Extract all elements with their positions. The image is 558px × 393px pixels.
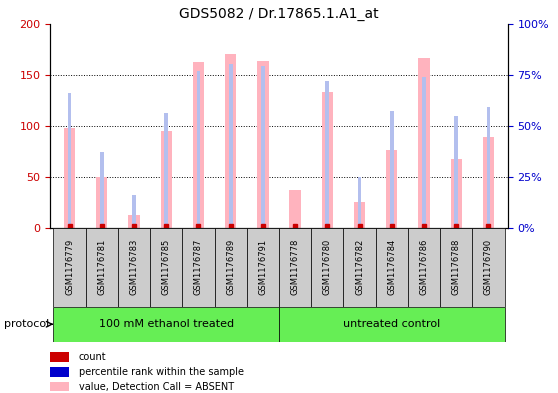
Bar xyxy=(161,131,172,228)
Bar xyxy=(290,190,301,228)
FancyBboxPatch shape xyxy=(376,228,408,307)
Bar xyxy=(418,58,430,228)
FancyBboxPatch shape xyxy=(472,228,504,307)
Bar xyxy=(325,81,329,228)
Bar xyxy=(100,152,104,228)
Bar xyxy=(225,54,236,228)
FancyBboxPatch shape xyxy=(150,228,182,307)
Text: 100 mM ethanol treated: 100 mM ethanol treated xyxy=(99,319,234,329)
Bar xyxy=(50,382,69,391)
FancyBboxPatch shape xyxy=(343,228,376,307)
FancyBboxPatch shape xyxy=(54,307,279,342)
Text: GSM1176789: GSM1176789 xyxy=(226,239,235,296)
Bar xyxy=(196,71,200,228)
Bar xyxy=(454,116,458,228)
Bar xyxy=(322,92,333,228)
Bar xyxy=(193,62,204,228)
FancyBboxPatch shape xyxy=(86,228,118,307)
FancyBboxPatch shape xyxy=(408,228,440,307)
Bar xyxy=(229,64,233,228)
Text: value, Detection Call = ABSENT: value, Detection Call = ABSENT xyxy=(79,382,234,391)
Bar xyxy=(64,128,75,228)
Bar xyxy=(358,177,362,228)
FancyBboxPatch shape xyxy=(311,228,343,307)
FancyBboxPatch shape xyxy=(182,228,215,307)
Text: GSM1176783: GSM1176783 xyxy=(129,239,138,296)
FancyBboxPatch shape xyxy=(279,307,504,342)
Text: GSM1176787: GSM1176787 xyxy=(194,239,203,296)
Bar xyxy=(386,150,397,228)
Text: GSM1176781: GSM1176781 xyxy=(97,239,106,296)
Bar xyxy=(354,202,365,228)
FancyBboxPatch shape xyxy=(440,228,472,307)
Text: GSM1176790: GSM1176790 xyxy=(484,239,493,295)
Text: GSM1176779: GSM1176779 xyxy=(65,239,74,296)
Bar xyxy=(422,77,426,228)
Text: untreated control: untreated control xyxy=(343,319,440,329)
Bar xyxy=(68,93,71,228)
Text: GSM1176786: GSM1176786 xyxy=(420,239,429,296)
FancyBboxPatch shape xyxy=(247,228,279,307)
Text: GSM1176788: GSM1176788 xyxy=(452,239,461,296)
Text: GSM1176778: GSM1176778 xyxy=(291,239,300,296)
FancyBboxPatch shape xyxy=(279,228,311,307)
Bar xyxy=(487,107,490,228)
FancyBboxPatch shape xyxy=(118,228,150,307)
Bar xyxy=(164,114,168,228)
Text: GSM1176784: GSM1176784 xyxy=(387,239,396,296)
Bar xyxy=(96,177,107,228)
Text: count: count xyxy=(79,352,107,362)
Bar xyxy=(390,112,394,228)
Bar xyxy=(50,353,69,362)
Bar xyxy=(50,367,69,376)
FancyBboxPatch shape xyxy=(215,228,247,307)
Text: GSM1176791: GSM1176791 xyxy=(258,239,267,295)
Text: GSM1176785: GSM1176785 xyxy=(162,239,171,296)
Bar xyxy=(132,195,136,228)
Bar xyxy=(451,160,462,228)
Bar xyxy=(257,61,268,228)
Text: GSM1176782: GSM1176782 xyxy=(355,239,364,296)
Text: percentile rank within the sample: percentile rank within the sample xyxy=(79,367,244,377)
Text: GSM1176780: GSM1176780 xyxy=(323,239,332,296)
FancyBboxPatch shape xyxy=(54,228,86,307)
Bar xyxy=(261,66,265,228)
Bar xyxy=(128,215,140,228)
Bar xyxy=(483,137,494,228)
Title: GDS5082 / Dr.17865.1.A1_at: GDS5082 / Dr.17865.1.A1_at xyxy=(179,7,379,21)
Text: protocol: protocol xyxy=(4,319,50,329)
